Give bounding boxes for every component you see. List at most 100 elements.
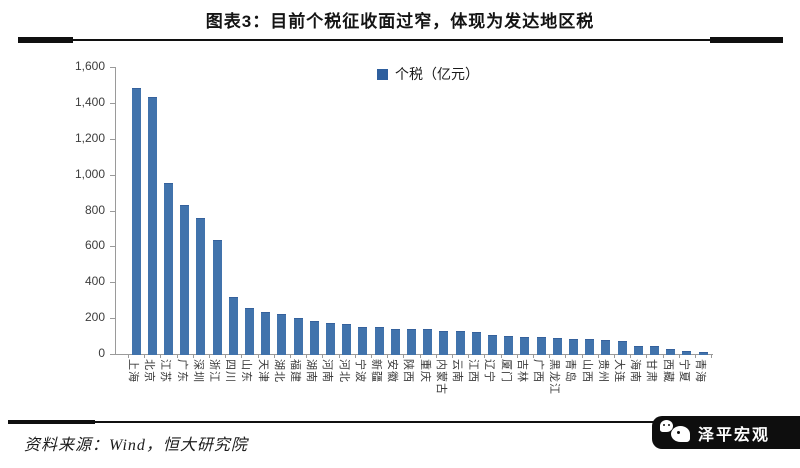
x-axis-label: 深圳 [191, 359, 204, 383]
x-axis-label: 青海 [694, 359, 706, 383]
bar-山西 [585, 339, 595, 355]
x-axis-label: 江西 [467, 359, 480, 383]
chart-title: 图表3：目前个税征收面过窄，体现为发达地区税 [205, 12, 595, 31]
x-axis-label: 河北 [337, 359, 350, 383]
title-divider [18, 39, 783, 41]
bar-上海 [131, 87, 141, 355]
x-axis-tick [646, 354, 648, 358]
y-axis-tick-label: 600 [84, 238, 105, 253]
bar-吉林 [520, 336, 530, 355]
legend-label: 个税（亿元） [395, 66, 479, 82]
bar-湖北 [277, 314, 287, 355]
x-axis-tick [208, 354, 210, 358]
bar-安徽 [390, 328, 400, 355]
bar-青海 [698, 352, 708, 355]
bar-甘肃 [649, 346, 659, 355]
y-axis-tick [110, 138, 115, 140]
bar-广东 [180, 205, 190, 355]
x-axis-label: 北京 [143, 359, 156, 383]
x-axis-label: 黑龙江 [548, 359, 561, 395]
y-axis-tick [110, 246, 115, 248]
y-axis-tick [110, 174, 115, 176]
x-axis-label: 浙江 [208, 359, 220, 383]
x-axis-label: 宁夏 [677, 359, 690, 383]
x-axis-tick [516, 354, 518, 358]
x-axis-tick [613, 354, 615, 358]
x-axis-tick [306, 354, 308, 358]
x-axis-label: 山东 [240, 359, 253, 383]
x-axis-tick [370, 354, 372, 358]
y-axis-tick-label: 1,200 [74, 130, 105, 145]
x-axis-tick [144, 354, 146, 358]
x-axis-label: 西藏 [661, 359, 674, 383]
bar-宁波 [358, 326, 368, 355]
y-axis-tick [110, 102, 115, 104]
x-axis-tick [192, 354, 194, 358]
x-axis-tick [694, 354, 696, 358]
source-note: 资料来源：Wind，恒大研究院 [24, 437, 248, 454]
x-axis-tick [451, 354, 453, 358]
bar-湖南 [309, 320, 319, 355]
x-axis-tick [127, 354, 129, 358]
bar-山东 [244, 308, 254, 355]
x-axis-label: 贵州 [596, 359, 609, 383]
bar-江西 [471, 332, 481, 355]
x-axis-label: 辽宁 [483, 359, 496, 383]
x-axis-tick [484, 354, 486, 358]
x-axis-label: 甘肃 [645, 359, 658, 383]
title-divider-right-thick [710, 37, 783, 43]
x-axis-tick [549, 354, 551, 358]
x-axis-label: 湖北 [272, 359, 285, 383]
x-axis-tick [257, 354, 259, 358]
x-axis-label: 上海 [127, 359, 139, 383]
bar-云南 [455, 331, 465, 355]
bar-浙江 [212, 240, 222, 355]
bar-深圳 [196, 217, 206, 355]
legend-swatch-icon [377, 68, 388, 80]
title-divider-left-thick [18, 37, 73, 43]
bar-西藏 [666, 349, 676, 355]
bar-陕西 [406, 328, 416, 355]
bar-大连 [617, 341, 627, 355]
y-axis-tick [110, 282, 115, 284]
y-axis-tick-label: 1,400 [74, 94, 105, 109]
bar-广西 [536, 336, 546, 355]
y-axis-tick [110, 354, 115, 355]
x-axis-tick [273, 354, 275, 358]
bar-贵州 [601, 339, 611, 355]
x-axis-label: 河南 [321, 359, 334, 383]
x-axis-label: 云南 [451, 359, 463, 383]
x-axis-tick [387, 354, 389, 358]
x-axis-tick [500, 354, 502, 358]
x-axis-tick [403, 354, 405, 358]
x-axis-tick [630, 354, 632, 358]
x-axis-tick [581, 354, 583, 358]
y-axis-tick [110, 210, 115, 212]
x-axis-label: 海南 [629, 359, 642, 383]
x-axis-label: 福建 [289, 359, 301, 383]
bar-内蒙古 [439, 330, 449, 355]
bar-青岛 [568, 338, 578, 355]
x-axis-tick [176, 354, 178, 358]
y-axis-tick-label: 200 [84, 310, 105, 325]
bar-黑龙江 [552, 338, 562, 355]
bar-福建 [293, 318, 303, 355]
footer-divider-left-thick [8, 420, 95, 424]
bar-辽宁 [487, 334, 497, 355]
watermark-text: 泽平宏观 [698, 426, 771, 444]
bar-四川 [228, 296, 238, 355]
x-axis-tick [435, 354, 437, 358]
x-axis-tick [711, 354, 713, 358]
x-axis-label: 内蒙古 [434, 359, 447, 395]
x-axis-tick [338, 354, 340, 358]
y-axis-tick-label: 1,600 [74, 59, 105, 73]
x-axis-label: 广西 [532, 359, 544, 383]
y-axis-tick-label: 1,000 [74, 166, 105, 181]
x-axis-label: 新疆 [370, 359, 382, 383]
bar-天津 [261, 311, 271, 355]
x-axis-tick [678, 354, 680, 358]
x-axis-tick [354, 354, 356, 358]
x-axis-tick [565, 354, 567, 358]
zeping-macro-logo-icon [660, 419, 694, 446]
